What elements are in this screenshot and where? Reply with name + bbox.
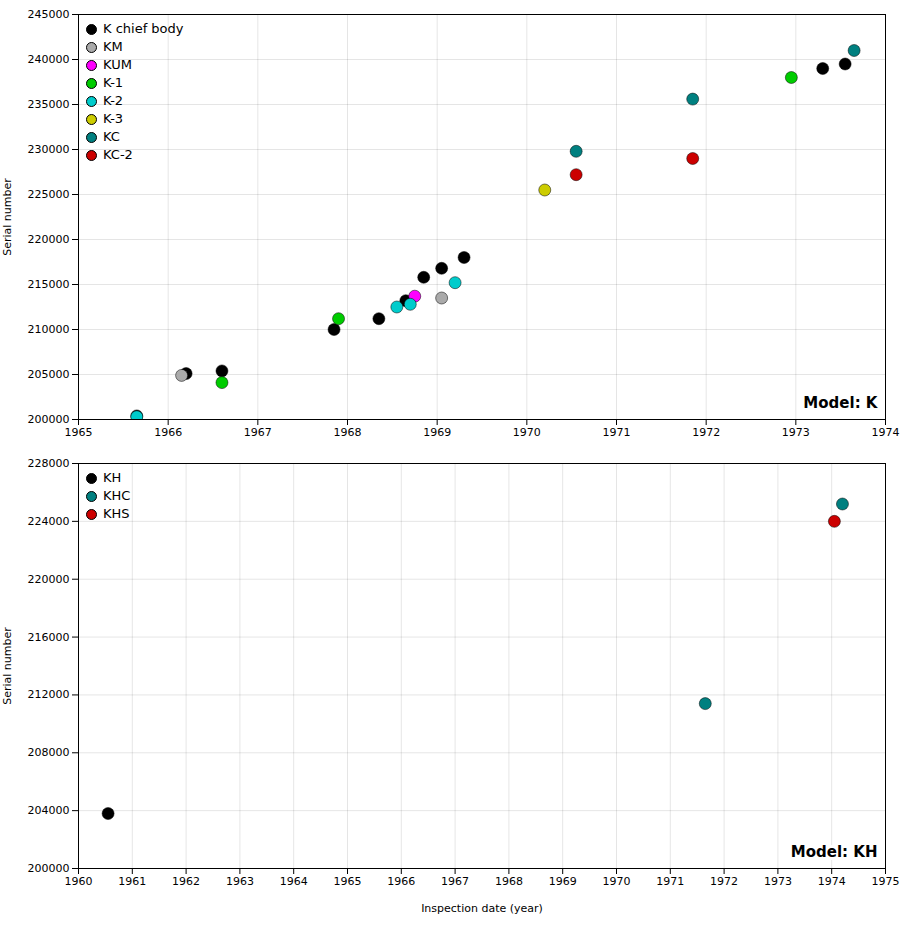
html-text:KM: KM — [103, 39, 123, 54]
svg-text:1965: 1965 — [65, 426, 93, 439]
svg-text:224000: 224000 — [28, 515, 70, 528]
svg-text:200000: 200000 — [28, 862, 70, 875]
svg-text:1966: 1966 — [154, 426, 182, 439]
html-text:KHC: KHC — [103, 488, 131, 503]
html-text:KHS: KHS — [103, 506, 130, 521]
svg-text:1970: 1970 — [513, 426, 541, 439]
svg-text:1972: 1972 — [710, 875, 738, 888]
svg-text:210000: 210000 — [28, 323, 70, 336]
html-text:K chief body: K chief body — [103, 21, 184, 36]
svg-text:1960: 1960 — [65, 875, 93, 888]
svg-text:205000: 205000 — [28, 368, 70, 381]
svg-text:1962: 1962 — [172, 875, 200, 888]
svg-text:1975: 1975 — [872, 875, 900, 888]
svg-text:1968: 1968 — [334, 426, 362, 439]
svg-text:1961: 1961 — [118, 875, 146, 888]
svg-text:235000: 235000 — [28, 98, 70, 111]
svg-text:Serial number: Serial number — [1, 178, 14, 256]
svg-text:216000: 216000 — [28, 631, 70, 644]
svg-text:208000: 208000 — [28, 746, 70, 759]
html-text:K-3: K-3 — [103, 111, 124, 126]
svg-text:1970: 1970 — [603, 875, 631, 888]
html-text:KC: KC — [103, 129, 120, 144]
svg-text:1963: 1963 — [226, 875, 254, 888]
svg-text:220000: 220000 — [28, 573, 70, 586]
svg-text:1967: 1967 — [441, 875, 469, 888]
html-text:KUM: KUM — [103, 57, 132, 72]
svg-text:1969: 1969 — [423, 426, 451, 439]
svg-text:215000: 215000 — [28, 278, 70, 291]
svg-text:Model: KH: Model: KH — [791, 843, 878, 861]
html-text:KH: KH — [103, 470, 122, 485]
svg-text:204000: 204000 — [28, 804, 70, 817]
svg-text:1969: 1969 — [549, 875, 577, 888]
svg-text:1973: 1973 — [782, 426, 810, 439]
svg-text:Inspection date (year): Inspection date (year) — [421, 902, 543, 915]
html-text:K-2: K-2 — [103, 93, 124, 108]
svg-text:230000: 230000 — [28, 143, 70, 156]
svg-text:1965: 1965 — [334, 875, 362, 888]
svg-text:Serial number: Serial number — [1, 627, 14, 705]
svg-text:212000: 212000 — [28, 688, 70, 701]
svg-text:225000: 225000 — [28, 188, 70, 201]
svg-text:1974: 1974 — [872, 426, 900, 439]
html-text:KC-2: KC-2 — [103, 147, 133, 162]
svg-text:1972: 1972 — [692, 426, 720, 439]
svg-text:1966: 1966 — [387, 875, 415, 888]
svg-text:1967: 1967 — [244, 426, 272, 439]
svg-text:245000: 245000 — [28, 8, 70, 21]
svg-text:1973: 1973 — [764, 875, 792, 888]
svg-text:200000: 200000 — [28, 413, 70, 426]
svg-text:Model: K: Model: K — [803, 394, 879, 412]
svg-text:1964: 1964 — [280, 875, 308, 888]
svg-text:1971: 1971 — [656, 875, 684, 888]
svg-text:1968: 1968 — [495, 875, 523, 888]
html-text:K-1: K-1 — [103, 75, 124, 90]
svg-text:1971: 1971 — [603, 426, 631, 439]
svg-text:228000: 228000 — [28, 457, 70, 470]
svg-text:220000: 220000 — [28, 233, 70, 246]
svg-text:1974: 1974 — [818, 875, 846, 888]
svg-text:240000: 240000 — [28, 53, 70, 66]
